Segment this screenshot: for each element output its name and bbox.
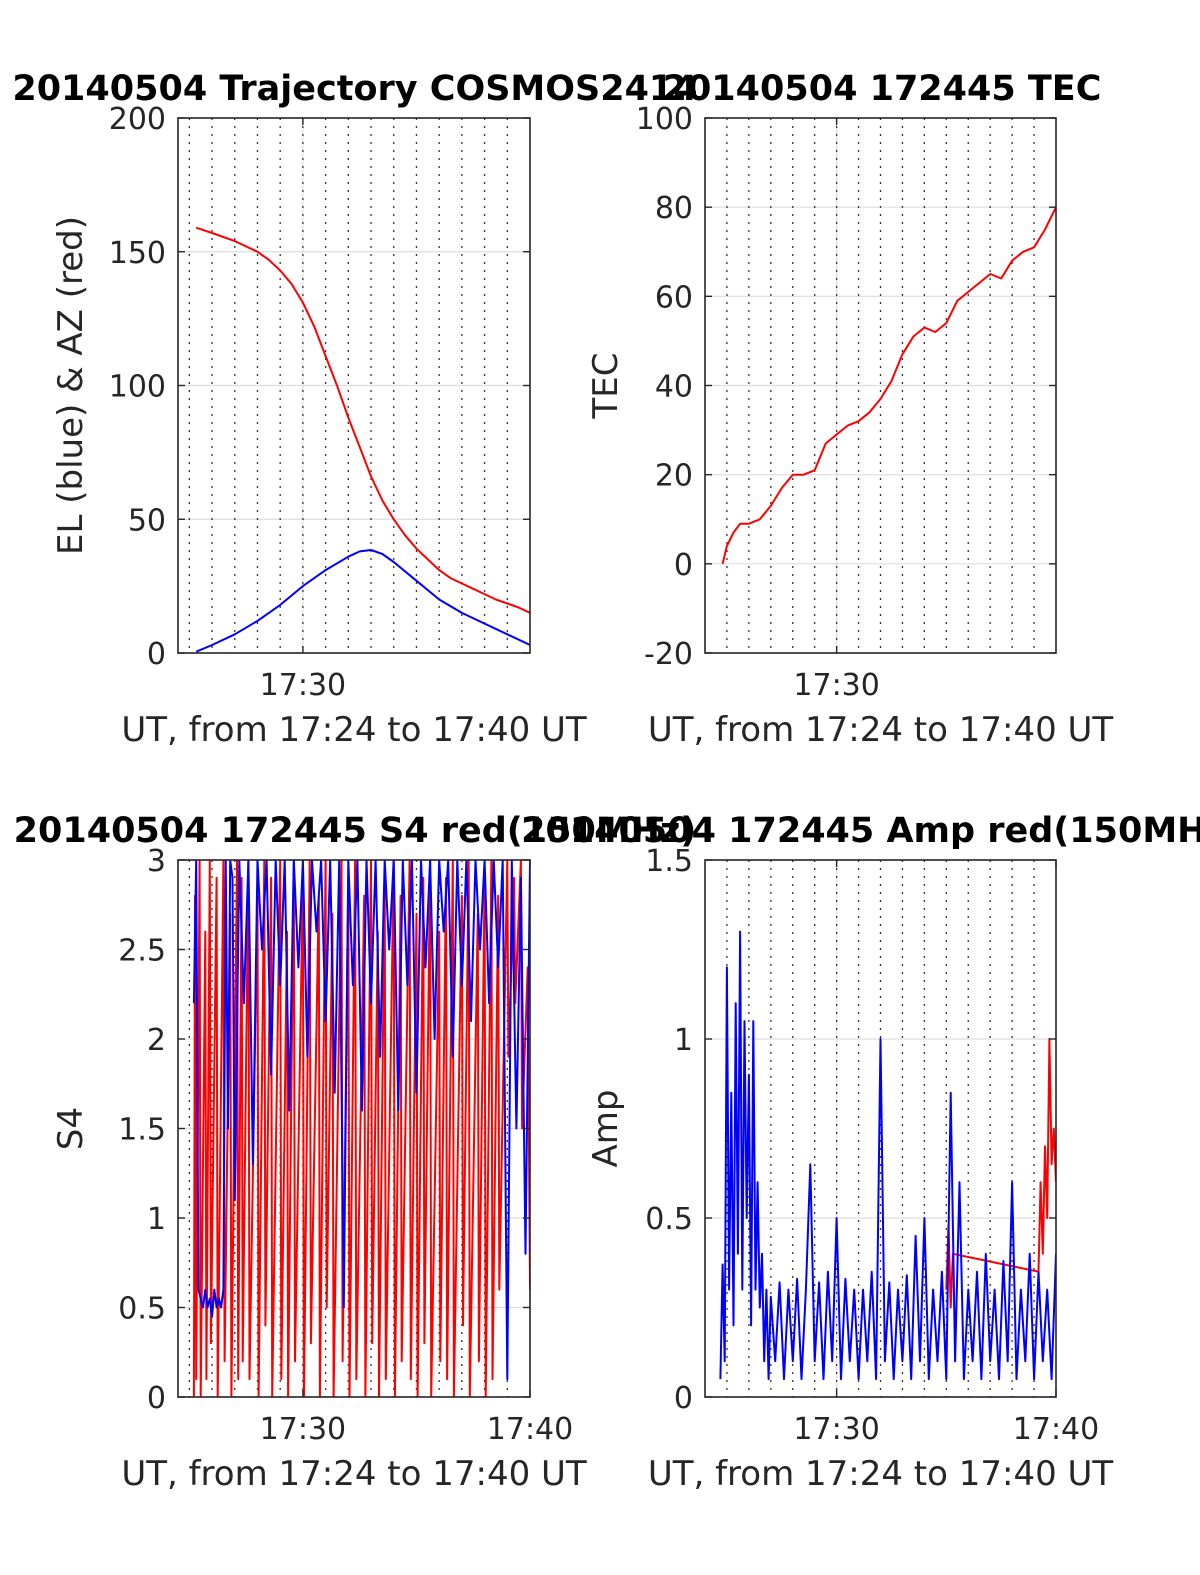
y-axis-label: Amp	[586, 1090, 626, 1168]
y-tick-label: 150	[109, 236, 166, 271]
x-axis-label: UT, from 17:24 to 17:40 UT	[121, 1454, 587, 1494]
y-tick-label: 0	[674, 1381, 693, 1416]
y-tick-label: 2.5	[118, 934, 166, 969]
chart-title: 20140504 172445 TEC	[663, 69, 1102, 109]
panel-4: 0 0.5 1 1.5 17:30 17:40 UT, from 17:24 to 17:4…	[521, 811, 1200, 1494]
y-tick-label: 1.5	[645, 844, 693, 879]
y-tick-label: 1.5	[118, 1113, 166, 1148]
y-tick-label: 20	[655, 459, 693, 494]
y-tick-label: 0	[147, 637, 166, 672]
y-axis-label: TEC	[586, 353, 626, 420]
series-line-1	[945, 1038, 1056, 1309]
panel-2: -20 0 20 40 60 80 100 17:30 UT, from 17:24 to 17…	[586, 69, 1113, 750]
y-tick-label: 100	[109, 370, 166, 405]
series-line-2	[195, 549, 530, 653]
chart-title: 20140504 172445 Amp red(150MHz)	[521, 811, 1200, 851]
y-axis-label: S4	[51, 1107, 91, 1150]
x-axis-label: UT, from 17:24 to 17:40 UT	[648, 710, 1114, 750]
y-tick-label: 50	[128, 503, 166, 538]
chart-title: 20140504 172445 S4 red(150MHz)	[14, 811, 697, 851]
y-axis-label: EL (blue) & AZ (red)	[51, 216, 91, 555]
axes-box	[704, 859, 1057, 1398]
y-tick-label: 0.5	[118, 1292, 166, 1327]
x-tick-label: 17:30	[793, 1412, 879, 1447]
y-tick-label: 0	[147, 1381, 166, 1416]
x-tick-label: 17:30	[260, 1412, 346, 1447]
panel-3: 0 0.5 1 1.5 2 2.5 3 17:30 17:40 UT, from 17:24 to…	[14, 811, 697, 1494]
chart-title: 20140504 Trajectory COSMOS2414	[12, 69, 697, 109]
y-tick-label: 0	[674, 548, 693, 583]
x-axis-label: UT, from 17:24 to 17:40 UT	[648, 1454, 1114, 1494]
y-tick-label: -20	[644, 637, 693, 672]
series-group	[719, 930, 1056, 1381]
y-tick-label: 1	[674, 1023, 693, 1058]
series-group	[721, 206, 1056, 565]
series-group	[192, 860, 530, 1397]
x-tick-label: 17:30	[793, 668, 879, 703]
series-line-1	[192, 860, 530, 1397]
y-tick-label: 100	[636, 102, 693, 137]
y-tick-label: 200	[109, 102, 166, 137]
x-tick-label: 17:40	[487, 1412, 573, 1447]
x-axis-label: UT, from 17:24 to 17:40 UT	[121, 710, 587, 750]
y-tick-label: 2	[147, 1023, 166, 1058]
y-tick-label: 1	[147, 1202, 166, 1237]
series-line-2	[192, 860, 530, 1381]
y-tick-label: 3	[147, 844, 166, 879]
x-tick-label: 17:40	[1013, 1412, 1099, 1447]
series-line-2	[719, 930, 1056, 1381]
series-line-1	[721, 206, 1056, 565]
series-group	[195, 226, 530, 653]
series-line-1	[195, 226, 530, 614]
x-tick-label: 17:30	[260, 668, 346, 703]
y-tick-label: 60	[655, 280, 693, 315]
y-tick-label: 0.5	[645, 1202, 693, 1237]
y-tick-label: 80	[655, 191, 693, 226]
y-tick-label: 40	[655, 370, 693, 405]
